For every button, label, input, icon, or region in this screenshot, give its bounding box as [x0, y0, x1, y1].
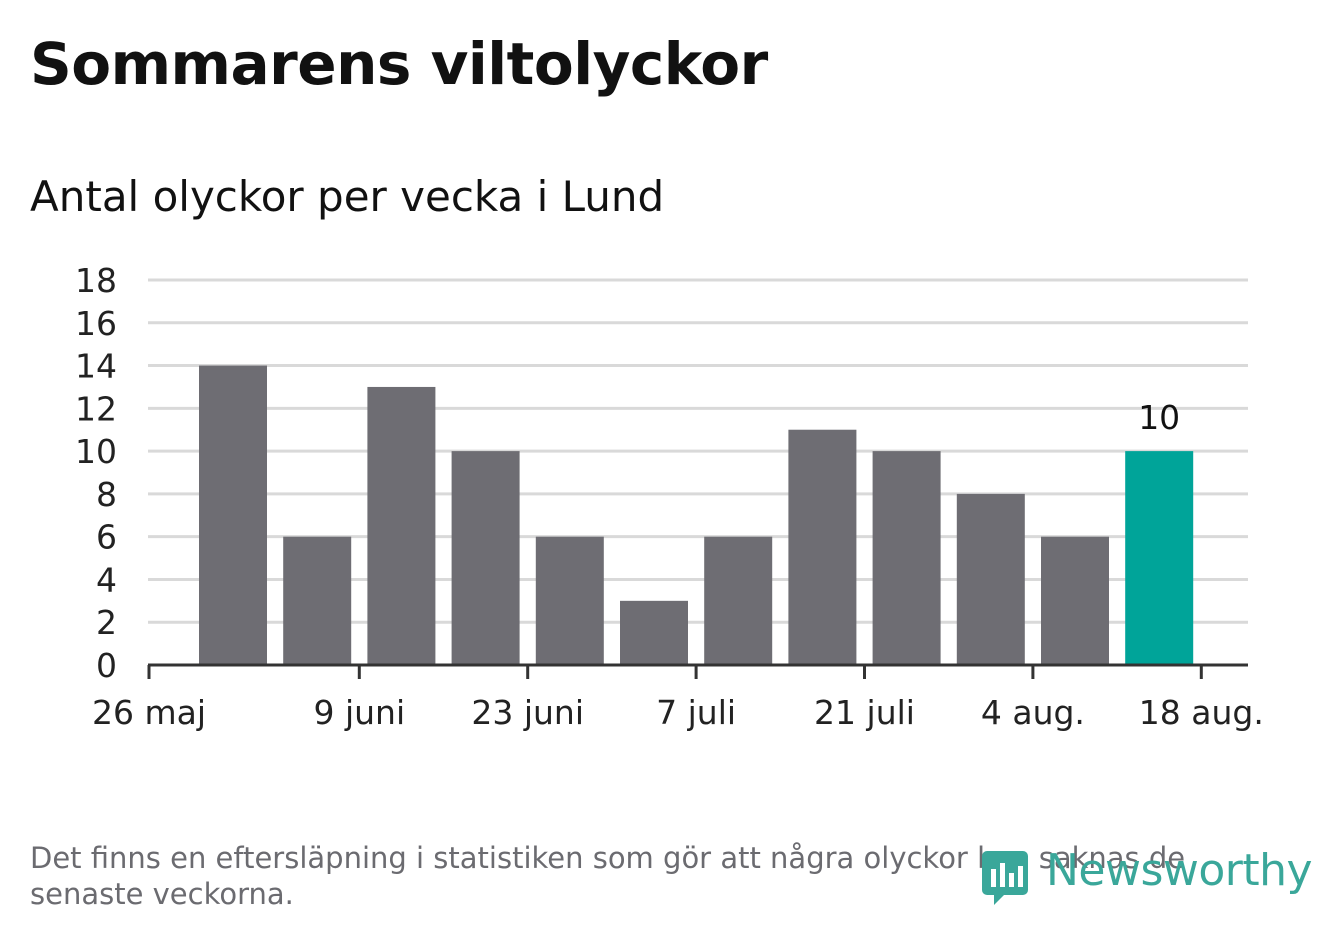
x-tick-label: 9 juni — [313, 693, 405, 732]
bar-v25[interactable] — [451, 451, 520, 665]
y-tick-label: 0 — [96, 646, 117, 685]
y-tick-label: 2 — [96, 603, 117, 642]
x-tick-label: 23 juni — [471, 693, 584, 732]
chart-title: Sommarens viltolyckor — [30, 30, 768, 98]
y-tick-label: 14 — [75, 347, 117, 386]
bars — [199, 365, 1194, 665]
data-labels: 10 — [1138, 398, 1180, 437]
bar-v31[interactable] — [956, 493, 1025, 665]
bar-v23[interactable] — [283, 536, 352, 665]
bar-v33[interactable] — [1125, 451, 1194, 665]
x-tick-label: 7 juli — [656, 693, 736, 732]
bar-v29[interactable] — [788, 429, 857, 665]
bar-v30[interactable] — [872, 451, 941, 665]
bar-v28[interactable] — [704, 536, 773, 665]
brand-name: Newsworthy — [1046, 845, 1313, 896]
y-tick-label: 10 — [75, 432, 117, 471]
newsworthy-logo-icon — [982, 851, 1028, 905]
newsworthy-logo[interactable]: Newsworthy — [980, 845, 1313, 915]
bar-v24[interactable] — [367, 386, 436, 665]
x-tick-label: 26 maj — [92, 693, 206, 732]
x-tick-label: 18 aug. — [1139, 693, 1264, 732]
bar-v26[interactable] — [535, 536, 604, 665]
y-tick-label: 8 — [96, 475, 117, 514]
data-label-highlight: 10 — [1138, 398, 1180, 437]
y-tick-label: 6 — [96, 518, 117, 557]
chart-subtitle: Antal olyckor per vecka i Lund — [30, 172, 665, 221]
bar-v22[interactable] — [199, 365, 267, 665]
x-tick-label: 4 aug. — [981, 693, 1085, 732]
y-tick-label: 18 — [75, 261, 117, 300]
bar-v32[interactable] — [1041, 536, 1109, 665]
y-tick-label: 16 — [75, 304, 117, 343]
y-tick-label: 4 — [96, 560, 117, 599]
bar-v27[interactable] — [620, 600, 688, 665]
x-tick-label: 21 juli — [814, 693, 915, 732]
x-axis: 26 maj 9 juni 23 juni 7 juli 21 juli 4 aug. 18… — [92, 663, 1264, 732]
y-tick-label: 12 — [75, 389, 117, 428]
